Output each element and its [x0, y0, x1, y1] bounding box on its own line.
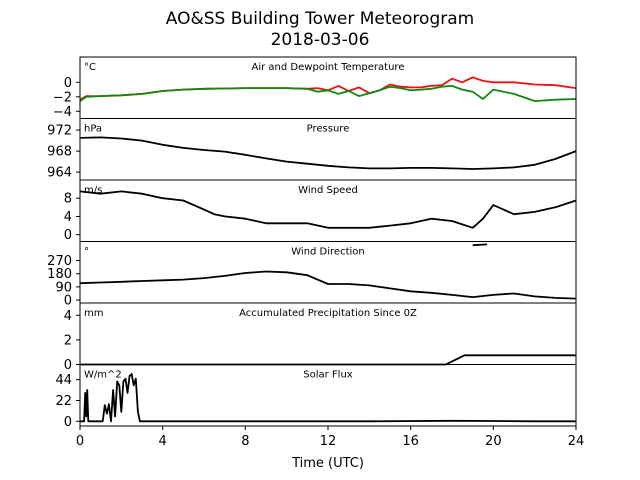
panel-4: 4 2 0 mm Accumulated Precipitation Since 0Z — [64, 302, 577, 373]
time-axis: 0 4 8 12 16 20 24 — [76, 426, 584, 449]
x-axis-label: Time (UTC) — [291, 456, 364, 471]
figure-title: AO&SS Building Tower Meteorogram — [166, 9, 474, 29]
y-tick-label-1-2: 964 — [47, 166, 72, 181]
y-tick-label-5-0: 44 — [55, 373, 72, 388]
y-tick-label-2-1: 4 — [64, 210, 72, 225]
y-tick-label-0-0: 0 — [64, 76, 72, 91]
series-line-1-0 — [79, 136, 577, 170]
series-line-0-1 — [79, 85, 577, 102]
unit-label-5: W/m^2 — [84, 370, 122, 381]
y-tick-label-5-1: 22 — [55, 394, 72, 409]
panel-0: 0−2−4 °C Air and Dewpoint Temperature — [53, 56, 577, 120]
panel-title-3: Wind Direction — [291, 247, 365, 258]
y-tick-label-3-3: 0 — [64, 294, 72, 309]
x-tick-label-1: 4 — [159, 434, 167, 449]
unit-label-1: hPa — [84, 124, 102, 135]
panel-title-0: Air and Dewpoint Temperature — [252, 62, 405, 73]
series-line-4-0 — [80, 354, 576, 366]
y-tick-label-3-0: 270 — [47, 254, 72, 269]
unit-label-2: m/s — [84, 185, 102, 196]
series-line-0-0 — [79, 76, 577, 101]
panel-title-1: Pressure — [307, 124, 350, 135]
series-line-5-0 — [80, 373, 576, 423]
series-line-3-0 — [79, 270, 577, 300]
y-tick-label-1-1: 968 — [47, 145, 72, 160]
x-tick-label-2: 8 — [241, 434, 249, 449]
y-tick-label-5-2: 0 — [64, 415, 72, 430]
figure-subtitle: 2018-03-06 — [271, 30, 370, 50]
x-tick-label-3: 12 — [320, 434, 337, 449]
y-tick-label-0-1: −2 — [53, 90, 72, 105]
y-tick-label-4-1: 2 — [64, 333, 72, 348]
panel-title-4: Accumulated Precipitation Since 0Z — [239, 308, 417, 319]
series-line-3-1 — [472, 243, 488, 247]
unit-label-0: °C — [84, 62, 96, 73]
x-tick-label-5: 20 — [485, 434, 502, 449]
series-line-2-0 — [79, 190, 577, 229]
y-tick-label-3-2: 90 — [55, 280, 72, 295]
x-tick-label-4: 16 — [402, 434, 419, 449]
panel-2: 8 4 0 m/s Wind Speed — [64, 179, 577, 243]
unit-label-3: ° — [84, 247, 89, 258]
y-tick-label-2-0: 8 — [64, 192, 72, 207]
y-tick-label-2-2: 0 — [64, 228, 72, 243]
y-tick-label-0-2: −4 — [53, 105, 72, 120]
panel-1: 972 968 964 hPa Pressure — [47, 118, 577, 181]
x-tick-label-6: 24 — [568, 434, 585, 449]
unit-label-4: mm — [84, 308, 103, 319]
x-tick-label-0: 0 — [76, 434, 84, 449]
y-tick-label-4-2: 0 — [64, 358, 72, 373]
panels: 0−2−4°C Air and Dewpoint Temperature97296… — [47, 56, 577, 430]
panel-5: 44 22 0 W/m^2 Solar Flux — [55, 364, 577, 430]
y-tick-label-3-1: 180 — [47, 267, 72, 282]
y-tick-label-4-0: 4 — [64, 309, 72, 324]
panel-title-5: Solar Flux — [303, 370, 353, 381]
y-tick-label-1-0: 972 — [47, 124, 72, 139]
panel-title-2: Wind Speed — [298, 185, 358, 196]
